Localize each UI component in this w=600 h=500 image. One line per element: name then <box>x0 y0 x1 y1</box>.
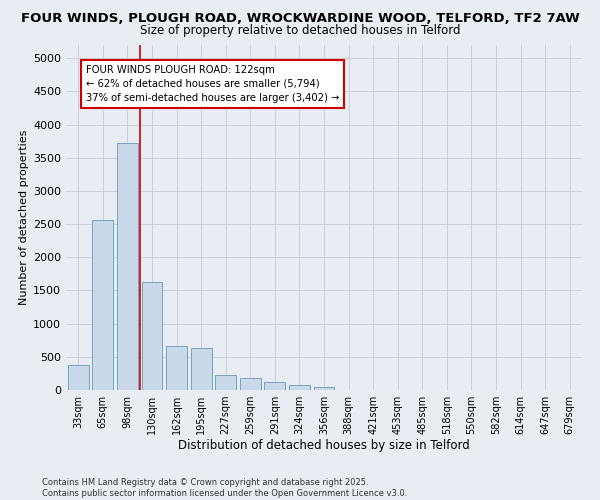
Text: FOUR WINDS, PLOUGH ROAD, WROCKWARDINE WOOD, TELFORD, TF2 7AW: FOUR WINDS, PLOUGH ROAD, WROCKWARDINE WO… <box>20 12 580 26</box>
Bar <box>289 386 310 390</box>
Bar <box>240 378 261 390</box>
Bar <box>215 374 236 390</box>
Bar <box>142 282 163 390</box>
Bar <box>68 365 89 390</box>
Bar <box>191 348 212 390</box>
Bar <box>166 346 187 390</box>
X-axis label: Distribution of detached houses by size in Telford: Distribution of detached houses by size … <box>178 438 470 452</box>
Bar <box>92 220 113 390</box>
Y-axis label: Number of detached properties: Number of detached properties <box>19 130 29 305</box>
Bar <box>265 382 286 390</box>
Text: FOUR WINDS PLOUGH ROAD: 122sqm
← 62% of detached houses are smaller (5,794)
37% : FOUR WINDS PLOUGH ROAD: 122sqm ← 62% of … <box>86 65 339 103</box>
Bar <box>314 388 334 390</box>
Text: Size of property relative to detached houses in Telford: Size of property relative to detached ho… <box>140 24 460 37</box>
Bar <box>117 142 138 390</box>
Text: Contains HM Land Registry data © Crown copyright and database right 2025.
Contai: Contains HM Land Registry data © Crown c… <box>42 478 407 498</box>
